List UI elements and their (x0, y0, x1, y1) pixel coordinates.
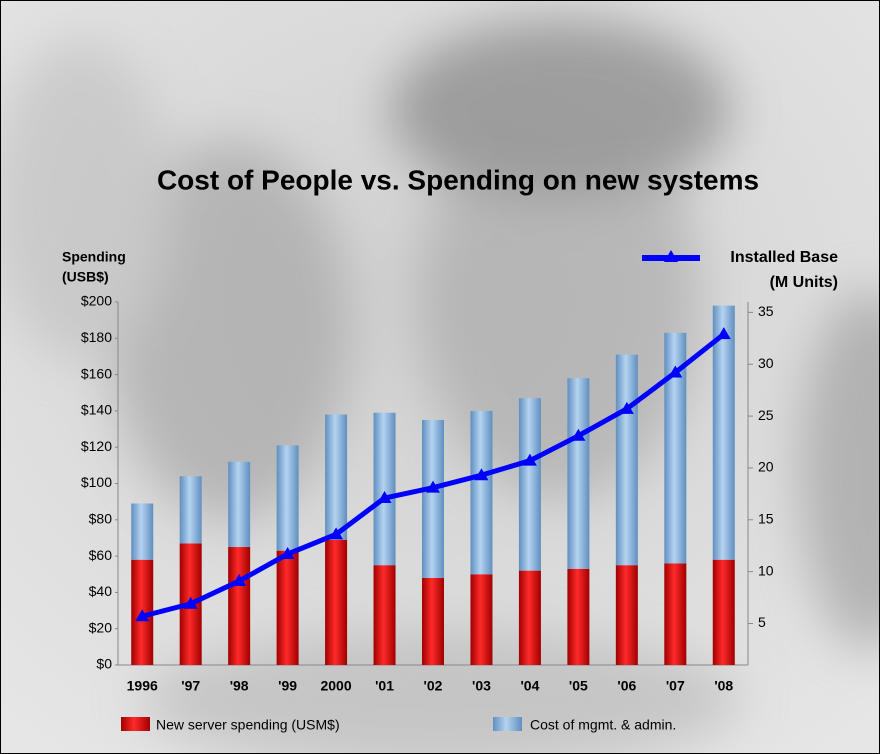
bar-segment (276, 445, 299, 551)
y-tick-label: $160 (81, 365, 112, 381)
legend-marker (664, 250, 678, 262)
x-tick-label: '04 (520, 678, 539, 694)
x-tick-label: '97 (181, 678, 200, 694)
bar-segment (276, 550, 299, 665)
bar-segment (712, 559, 735, 665)
bar-segment (228, 547, 251, 665)
bar-segment (325, 414, 348, 540)
bar-segment (373, 412, 396, 566)
y2-tick-label: 30 (758, 355, 774, 371)
y2-tick-label: 20 (758, 459, 774, 475)
y2-tick-label: 35 (758, 303, 774, 319)
y-tick-label: $100 (81, 474, 112, 490)
y-tick-label: $0 (96, 656, 112, 672)
bar-segment (228, 461, 251, 548)
bar-segment (615, 354, 638, 566)
y-tick-label: $20 (89, 619, 113, 635)
y-axis-title: Spending (62, 249, 126, 265)
y2-axis-title: Installed Base (730, 249, 838, 266)
line-marker (232, 573, 247, 586)
line-marker (377, 491, 392, 504)
line-marker (135, 609, 150, 622)
y2-tick-label: 15 (758, 511, 774, 527)
line-marker (280, 547, 295, 560)
y-tick-label: $200 (81, 293, 112, 309)
bar-segment (567, 568, 590, 665)
bar-segment (373, 565, 396, 665)
bar-segment (422, 419, 444, 578)
y2-tick-label: 10 (758, 562, 774, 578)
y-tick-label: $180 (81, 329, 112, 345)
x-tick-label: '99 (278, 678, 297, 694)
bar-segment (712, 305, 735, 560)
legend-swatch (121, 717, 150, 731)
bar-segment (615, 565, 638, 665)
y2-axis-title: (M Units) (770, 274, 838, 291)
x-tick-label: '03 (472, 678, 491, 694)
bar-segment (325, 539, 348, 665)
y-tick-label: $40 (89, 583, 113, 599)
line-marker (571, 428, 586, 441)
bar-segment (518, 398, 541, 571)
x-tick-label: '98 (230, 678, 249, 694)
bar-segment (179, 476, 202, 544)
x-tick-label: '02 (424, 678, 443, 694)
legend-swatch (493, 717, 522, 731)
y2-tick-label: 5 (758, 614, 766, 630)
y-tick-label: $80 (89, 511, 113, 527)
x-tick-label: '05 (569, 678, 588, 694)
line-marker (183, 596, 198, 609)
legend-label: Cost of mgmt. & admin. (530, 717, 676, 733)
line-marker (329, 527, 344, 540)
y2-tick-label: 25 (758, 407, 774, 423)
chart-title: Cost of People vs. Spending on new syste… (157, 164, 759, 195)
x-tick-label: '01 (375, 678, 394, 694)
y-axis-title: (USB$) (62, 269, 109, 285)
bar-segment (422, 577, 444, 665)
y-tick-label: $140 (81, 402, 112, 418)
line-marker (619, 401, 634, 414)
line-marker (716, 327, 731, 340)
bar-segment (518, 570, 541, 665)
y-tick-label: $120 (81, 438, 112, 454)
bar-segment (470, 574, 493, 665)
x-tick-label: 2000 (320, 678, 351, 694)
legend-label: New server spending (USM$) (156, 717, 340, 733)
x-tick-label: 1996 (127, 678, 158, 694)
bar-segment (470, 410, 493, 575)
bar-segment (664, 332, 687, 564)
x-tick-label: '07 (666, 678, 685, 694)
bar-segment (664, 563, 687, 665)
x-tick-label: '08 (714, 678, 733, 694)
line-marker (426, 480, 440, 493)
line-marker (668, 365, 683, 378)
y-tick-label: $60 (89, 547, 113, 563)
line-marker (522, 453, 537, 466)
bar-segment (567, 378, 590, 569)
x-tick-label: '06 (617, 678, 636, 694)
line-marker (474, 468, 489, 481)
bar-segment (131, 503, 154, 560)
